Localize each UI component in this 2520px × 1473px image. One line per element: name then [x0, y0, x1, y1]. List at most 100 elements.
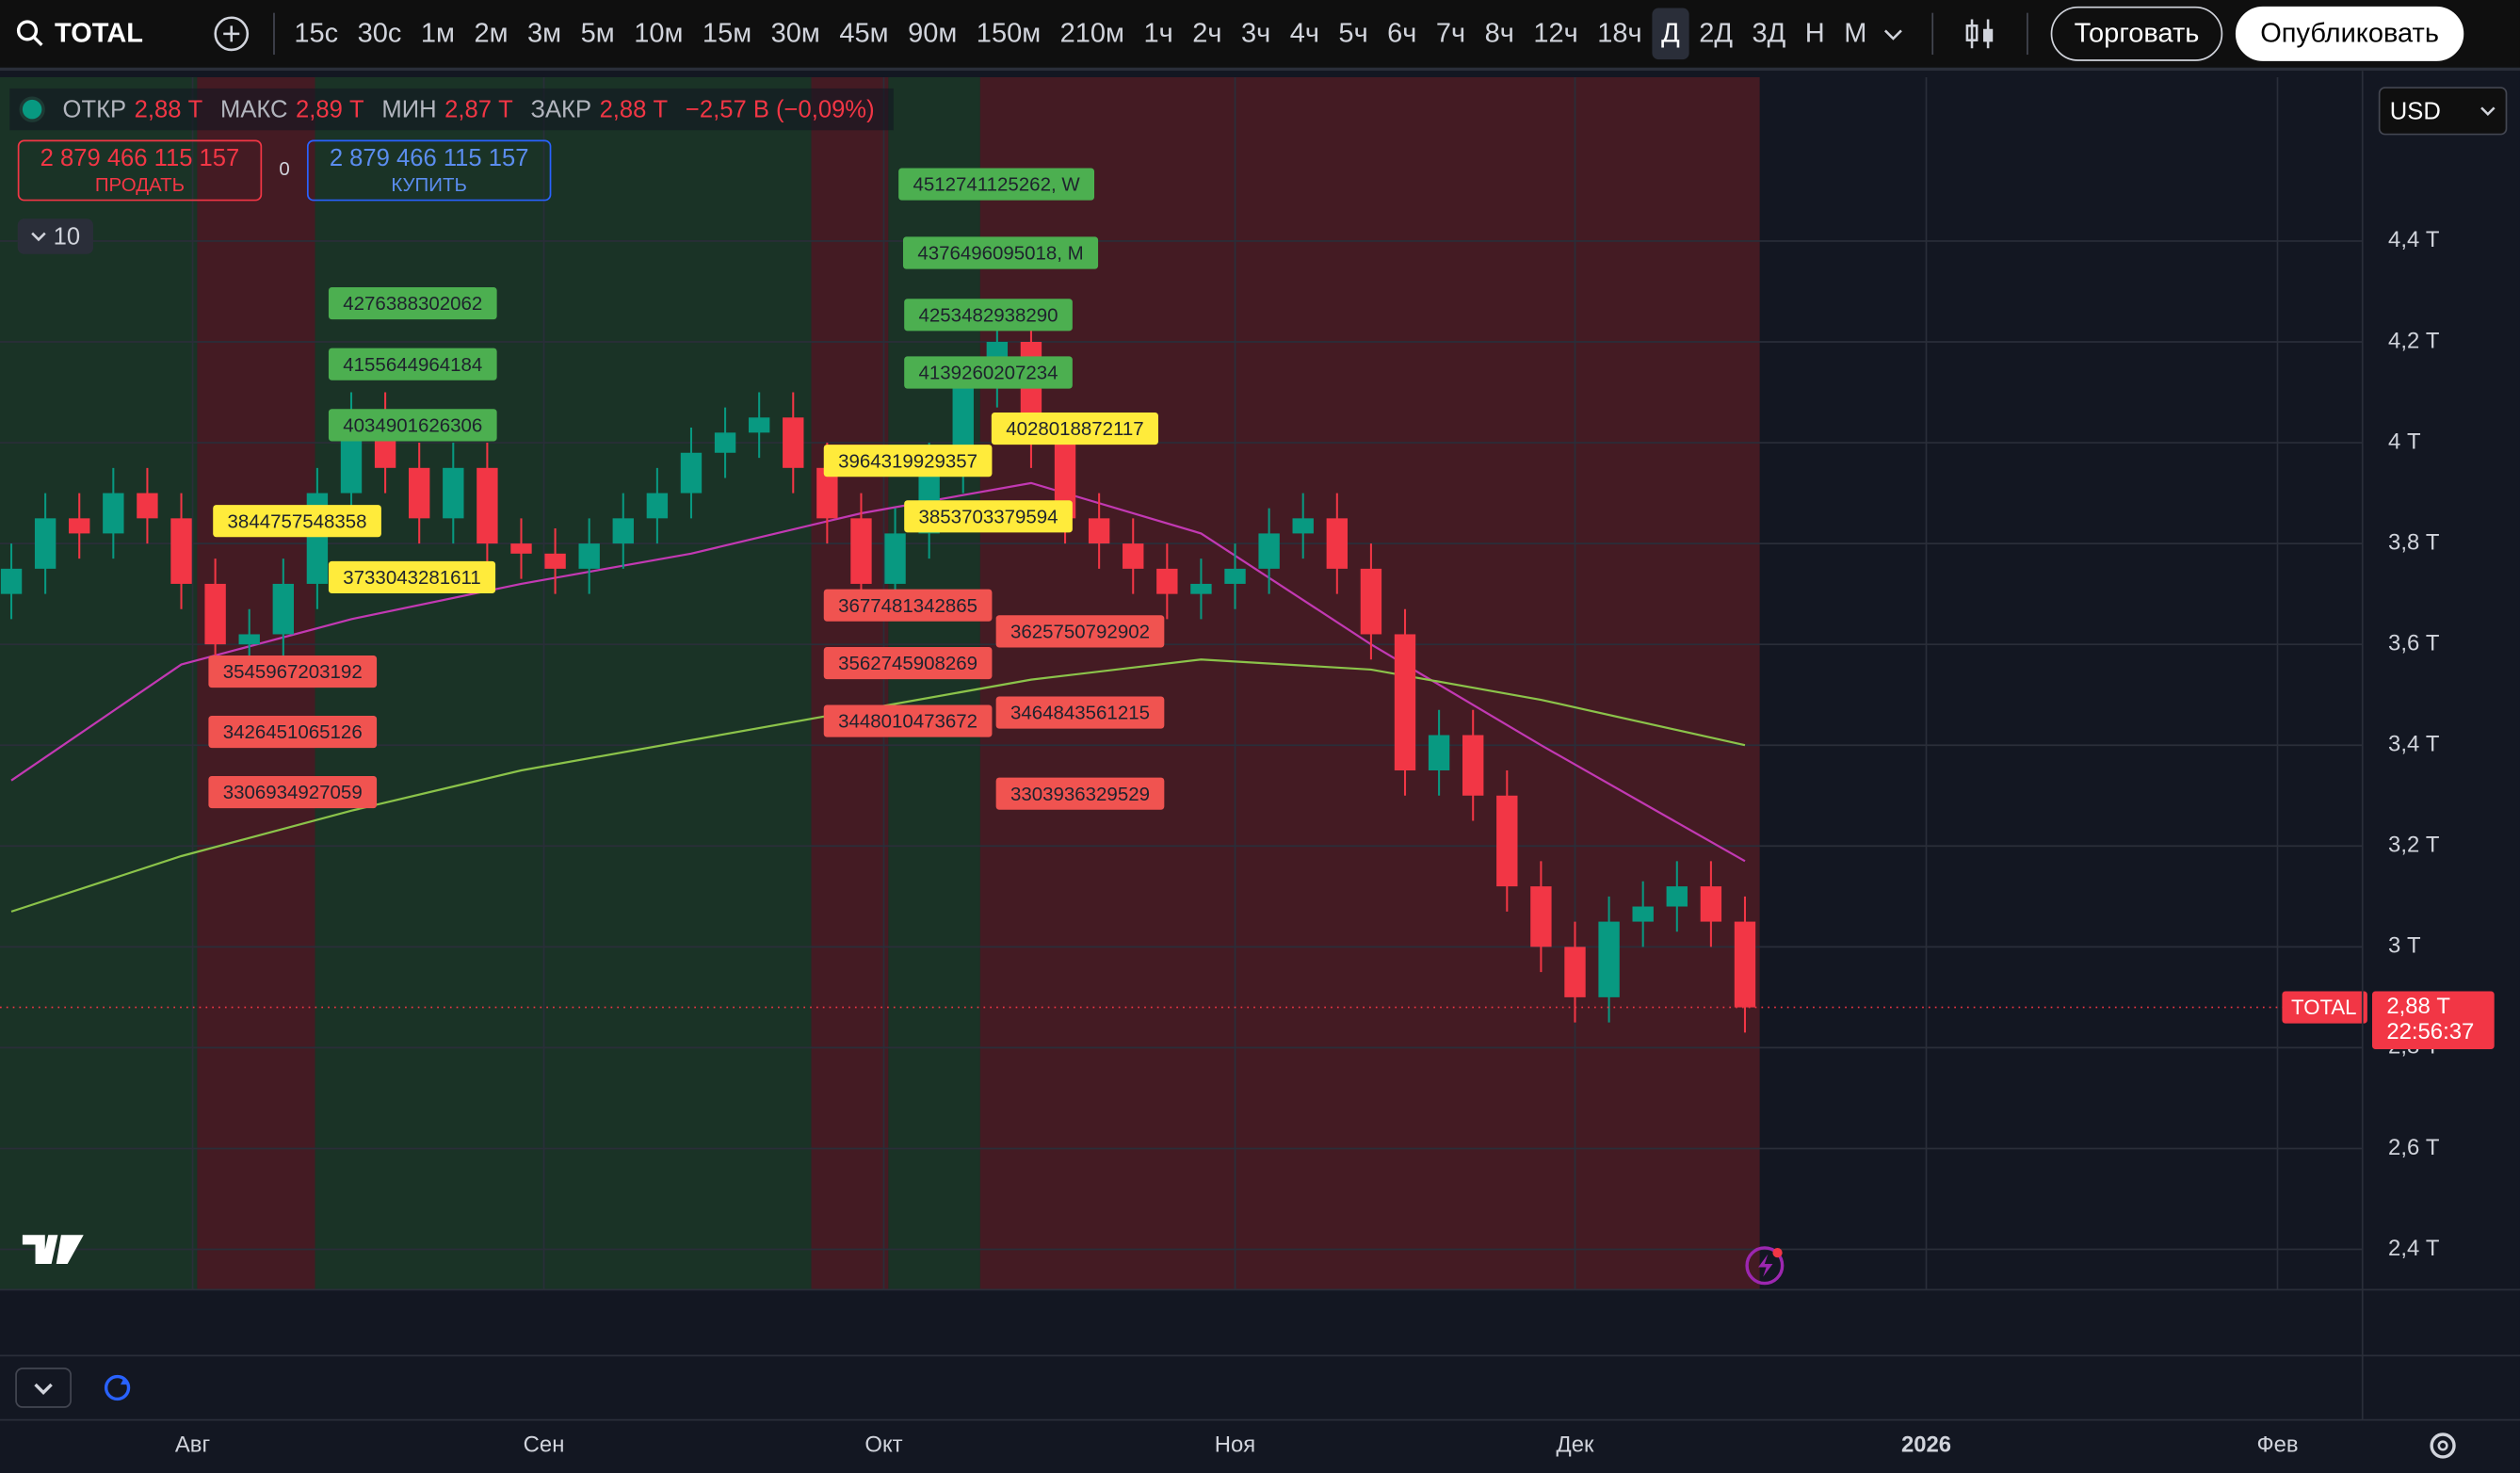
- level-label: [995, 777, 1165, 810]
- candle-body: [884, 533, 906, 584]
- symbol-tag: [2282, 991, 2367, 1024]
- y-tick-label: 4,2 Т: [2388, 328, 2440, 353]
- interval-button[interactable]: 1м: [420, 17, 455, 49]
- candle-body: [783, 417, 804, 468]
- level-label: [328, 409, 497, 442]
- candle-body: [748, 417, 770, 433]
- level-label-text: 3853703379594: [919, 506, 1058, 527]
- level-label: [904, 356, 1073, 389]
- candle-body: [170, 518, 192, 584]
- x-tick-label: Ноя: [1215, 1432, 1255, 1457]
- level-label-text: 3677481342865: [838, 595, 977, 617]
- level-label: [902, 236, 1099, 269]
- collapse-button[interactable]: [15, 1368, 72, 1408]
- interval-button[interactable]: 3Д: [1752, 17, 1786, 49]
- interval-button[interactable]: 150м: [976, 17, 1042, 49]
- level-label: [328, 348, 497, 380]
- settings-button[interactable]: [2430, 1433, 2456, 1459]
- level-label-text: 4155644964184: [343, 354, 482, 376]
- refresh-button[interactable]: [104, 1374, 131, 1401]
- interval-button[interactable]: 1ч: [1143, 17, 1173, 49]
- toolbar: TOTAL 15с 30с 1м 2м 3м 5м 10м 15м 30м 45м 90м 150м 2…: [0, 0, 2520, 72]
- signal-region: [315, 76, 812, 1290]
- interval-button[interactable]: 7ч: [1435, 17, 1466, 49]
- candle-body: [443, 467, 464, 519]
- interval-button[interactable]: 30м: [770, 17, 820, 49]
- interval-dropdown[interactable]: [1877, 18, 1909, 50]
- interval-list: 15с 30с 1м 2м 3м 5м 10м 15м 30м 45м 90м 150м 210м 1ч 2…: [284, 8, 1877, 60]
- interval-button[interactable]: 3ч: [1240, 17, 1271, 49]
- signal-region: [0, 76, 198, 1290]
- symbol-tag-text: TOTAL: [2291, 995, 2356, 1019]
- y-tick-label: 2,6 Т: [2388, 1135, 2440, 1160]
- sell-button[interactable]: 2 879 466 115 157 ПРОДАТЬ: [17, 139, 263, 202]
- interval-button[interactable]: 90м: [908, 17, 958, 49]
- chart-type-button[interactable]: [1959, 13, 2000, 55]
- legend-change: −2,57 B (−0,09%): [685, 95, 875, 123]
- buy-button[interactable]: 2 879 466 115 157 КУПИТЬ: [306, 139, 552, 202]
- symbol-search[interactable]: TOTAL: [0, 18, 193, 50]
- interval-button[interactable]: 4ч: [1289, 17, 1319, 49]
- x-tick-label: Дек: [1557, 1432, 1594, 1457]
- candle-body: [1700, 886, 1722, 922]
- level-label-text: 3545967203192: [223, 661, 363, 683]
- y-tick-label: 3,6 Т: [2388, 630, 2440, 656]
- tv-logo: [22, 1235, 84, 1265]
- candle-body: [34, 518, 57, 569]
- x-tick-label: Фев: [2256, 1432, 2298, 1457]
- candle-body: [646, 493, 669, 519]
- y-tick-label: 2,4 Т: [2388, 1236, 2440, 1261]
- candle-body: [680, 452, 703, 494]
- candle-body: [204, 583, 226, 645]
- candle-body: [1258, 533, 1280, 569]
- lightning-button[interactable]: [1745, 1246, 1785, 1286]
- interval-button[interactable]: 3м: [527, 17, 562, 49]
- interval-button[interactable]: Н: [1804, 17, 1825, 49]
- y-tick-label: 4,4 Т: [2388, 227, 2440, 252]
- candle-body: [1224, 568, 1246, 584]
- x-tick-label: 2026: [1901, 1432, 1951, 1457]
- level-label-text: 3733043281611: [343, 567, 480, 589]
- candle-body: [1496, 795, 1518, 887]
- candle-body: [137, 493, 158, 519]
- interval-button[interactable]: 2м: [474, 17, 509, 49]
- level-label: [904, 299, 1073, 332]
- trade-button[interactable]: Торговать: [2049, 6, 2223, 61]
- price-tag: [2371, 991, 2495, 1049]
- compare-button[interactable]: [212, 14, 250, 53]
- interval-button[interactable]: 2ч: [1192, 17, 1222, 49]
- currency-select[interactable]: USD: [2378, 87, 2508, 136]
- interval-button[interactable]: 6ч: [1387, 17, 1417, 49]
- candle-body: [409, 467, 430, 519]
- interval-button[interactable]: 30с: [357, 17, 402, 49]
- interval-button[interactable]: 2Д: [1699, 17, 1734, 49]
- interval-button[interactable]: 18ч: [1597, 17, 1642, 49]
- publish-button[interactable]: Опубликовать: [2236, 6, 2463, 61]
- interval-button[interactable]: 210м: [1059, 17, 1125, 49]
- interval-button[interactable]: 12ч: [1533, 17, 1578, 49]
- candle-body: [1666, 886, 1688, 907]
- interval-button[interactable]: 8ч: [1484, 17, 1514, 49]
- interval-button[interactable]: Д: [1651, 8, 1690, 60]
- candle-body: [1156, 568, 1178, 594]
- indicators-toggle[interactable]: 10: [17, 219, 93, 254]
- price-tag-text: 2,88 Т: [2386, 994, 2450, 1019]
- interval-button[interactable]: 15с: [294, 17, 339, 49]
- level-label: [328, 560, 496, 594]
- level-label: [991, 412, 1158, 445]
- interval-button[interactable]: М: [1844, 17, 1867, 49]
- interval-button[interactable]: 45м: [839, 17, 889, 49]
- y-tick-label: 3,8 Т: [2388, 529, 2440, 555]
- interval-button[interactable]: 10м: [634, 17, 684, 49]
- x-tick-label: Окт: [864, 1432, 902, 1457]
- chevron: [2480, 106, 2496, 117]
- sell-label: ПРОДАТЬ: [94, 173, 186, 197]
- interval-button[interactable]: 5ч: [1338, 17, 1368, 49]
- legend-value: 2,88 Т: [599, 95, 669, 123]
- level-label: [823, 647, 993, 680]
- level-label-text: 3426451065126: [223, 721, 363, 743]
- candle-body: [477, 467, 498, 544]
- interval-button[interactable]: 15м: [702, 17, 752, 49]
- interval-button[interactable]: 5м: [580, 17, 615, 49]
